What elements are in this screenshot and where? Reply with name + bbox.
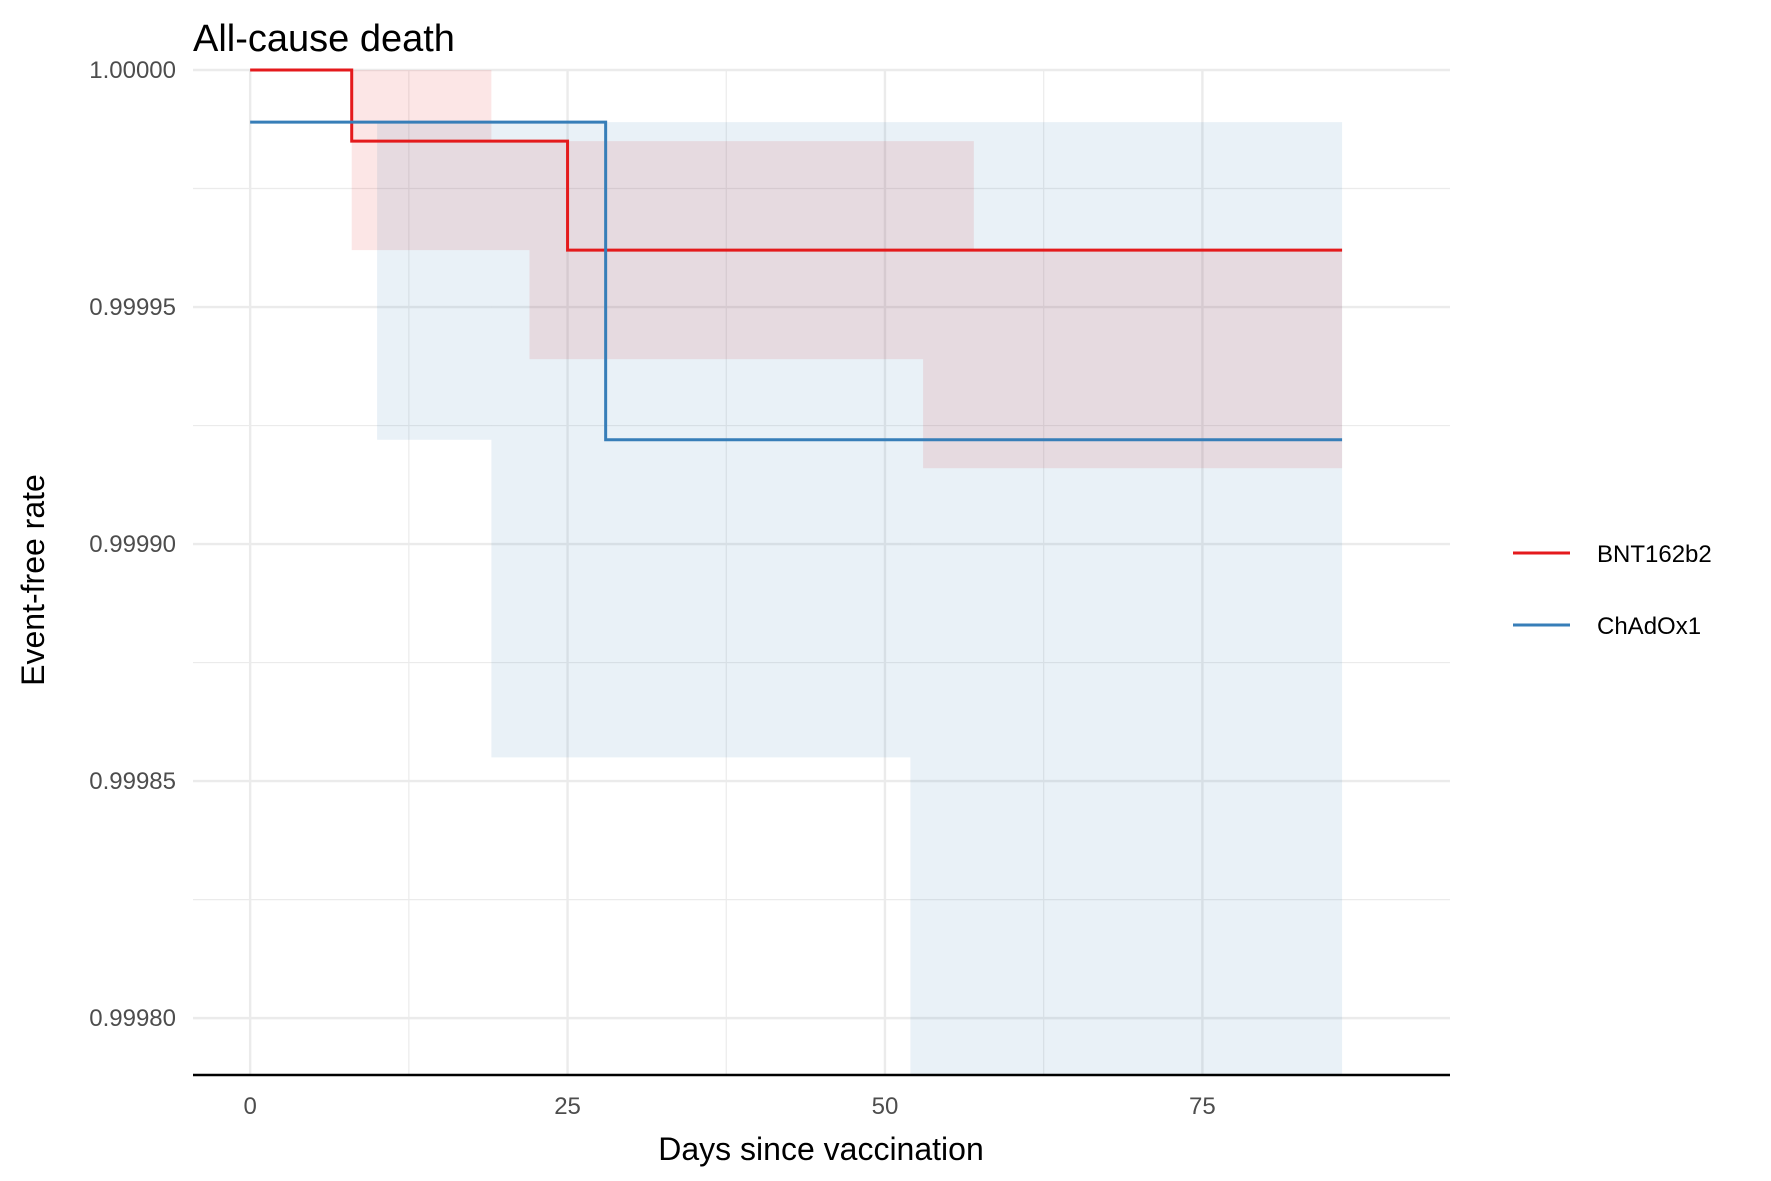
- grid-minor: [193, 70, 1450, 1075]
- confidence-bands: [351, 70, 1343, 1075]
- legend: BNT162b2 ChAdOx1: [1513, 541, 1712, 640]
- ci-band-bnt162b2: [491, 141, 530, 251]
- grid: [193, 68, 1450, 1075]
- x-tick-label: 25: [554, 1093, 581, 1120]
- series-line-chadox1: [250, 120, 1343, 442]
- x-tick-label: 50: [872, 1093, 899, 1120]
- ci-band-chadox1: [377, 122, 492, 440]
- y-tick-label: 0.99990: [89, 531, 176, 558]
- y-tick-labels: 0.99980 0.99985 0.99990 0.99995 1.00000: [89, 57, 176, 1032]
- legend-label-bnt162b2: BNT162b2: [1597, 541, 1712, 568]
- x-tick-label: 75: [1189, 1093, 1216, 1120]
- x-tick-label: 0: [243, 1093, 256, 1120]
- legend-label-chadox1: ChAdOx1: [1597, 613, 1701, 640]
- ci-band-bnt162b2: [973, 250, 1343, 469]
- ci-band-bnt162b2: [351, 70, 492, 251]
- x-axis-title: Days since vaccination: [658, 1131, 983, 1167]
- chart-title: All-cause death: [193, 18, 455, 60]
- ci-band-bnt162b2: [923, 141, 974, 469]
- y-tick-label: 1.00000: [89, 57, 176, 84]
- x-tick-labels: 0 25 50 75: [243, 1093, 1215, 1120]
- y-tick-label: 0.99980: [89, 1005, 176, 1032]
- y-tick-label: 0.99985: [89, 768, 176, 795]
- series-lines: [250, 68, 1343, 442]
- ci-band-chadox1: [910, 122, 1343, 1075]
- series-line-bnt162b2: [250, 68, 1343, 252]
- y-tick-label: 0.99995: [89, 294, 176, 321]
- y-axis-title: Event-free rate: [15, 474, 51, 686]
